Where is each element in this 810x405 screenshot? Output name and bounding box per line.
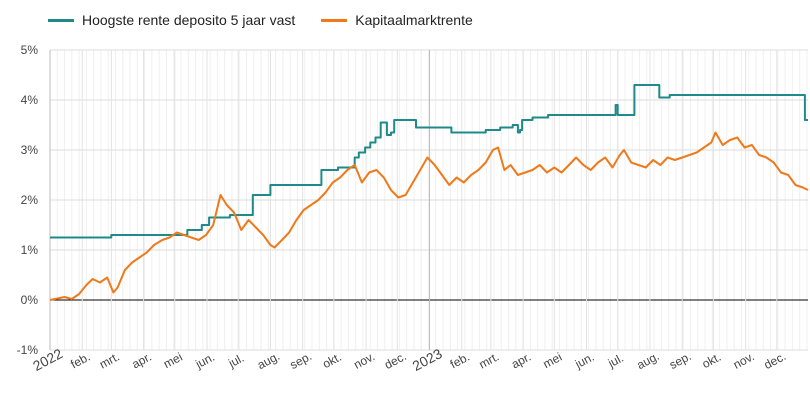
legend-swatch-capital-market bbox=[321, 18, 348, 22]
x-tick-label: mei bbox=[161, 350, 185, 371]
x-tick-label: apr. bbox=[509, 350, 533, 372]
x-tick-label: mrt. bbox=[477, 349, 502, 371]
x-tick-label: jun. bbox=[572, 350, 597, 372]
x-tick-label: okt. bbox=[320, 350, 344, 371]
x-tick-label: okt. bbox=[700, 350, 724, 371]
y-tick-label: 1% bbox=[21, 243, 39, 257]
x-tick-label: nov. bbox=[351, 349, 377, 372]
series-line-deposit bbox=[50, 84, 808, 239]
x-tick-label: aug. bbox=[634, 349, 661, 372]
chart-legend: Hoogste rente deposito 5 jaar vast Kapit… bbox=[48, 12, 499, 28]
x-tick-label: sep. bbox=[667, 349, 694, 372]
y-tick-label: 4% bbox=[21, 93, 39, 107]
x-tick-label: jul. bbox=[225, 351, 246, 371]
y-tick-label: 3% bbox=[21, 143, 39, 157]
x-tick-label: aug. bbox=[255, 349, 282, 372]
x-tick-label: feb. bbox=[68, 350, 92, 372]
legend-label-capital-market: Kapitaalmarktrente bbox=[355, 12, 473, 28]
legend-swatch-deposit bbox=[48, 18, 74, 22]
x-tick-label: sep. bbox=[287, 349, 314, 372]
y-tick-label: 5% bbox=[21, 43, 39, 57]
x-tick-label: dec. bbox=[382, 349, 409, 372]
x-tick-label: nov. bbox=[731, 349, 757, 372]
x-tick-label: jul. bbox=[605, 351, 626, 371]
y-tick-label: 2% bbox=[21, 193, 39, 207]
series-line-capital-market bbox=[49, 131, 809, 301]
series-lines bbox=[49, 84, 809, 301]
x-tick-label: jun. bbox=[192, 350, 217, 372]
legend-label-deposit: Hoogste rente deposito 5 jaar vast bbox=[82, 12, 296, 28]
y-axis-ticks: 5% 4% 3% 2% 1% 0% -1% bbox=[17, 43, 39, 357]
x-tick-label: dec. bbox=[762, 349, 789, 372]
grid bbox=[49, 49, 808, 351]
x-tick-label: mei bbox=[541, 350, 565, 371]
x-tick-label: mrt. bbox=[97, 349, 122, 371]
y-tick-label: 0% bbox=[21, 293, 39, 307]
x-tick-label: 2023 bbox=[410, 345, 445, 374]
x-tick-label: apr. bbox=[130, 350, 154, 372]
legend-item-deposit[interactable]: Hoogste rente deposito 5 jaar vast bbox=[48, 12, 295, 28]
y-tick-label: -1% bbox=[17, 343, 39, 357]
x-tick-label: feb. bbox=[448, 350, 472, 372]
legend-item-capital-market[interactable]: Kapitaalmarktrente bbox=[321, 12, 473, 28]
